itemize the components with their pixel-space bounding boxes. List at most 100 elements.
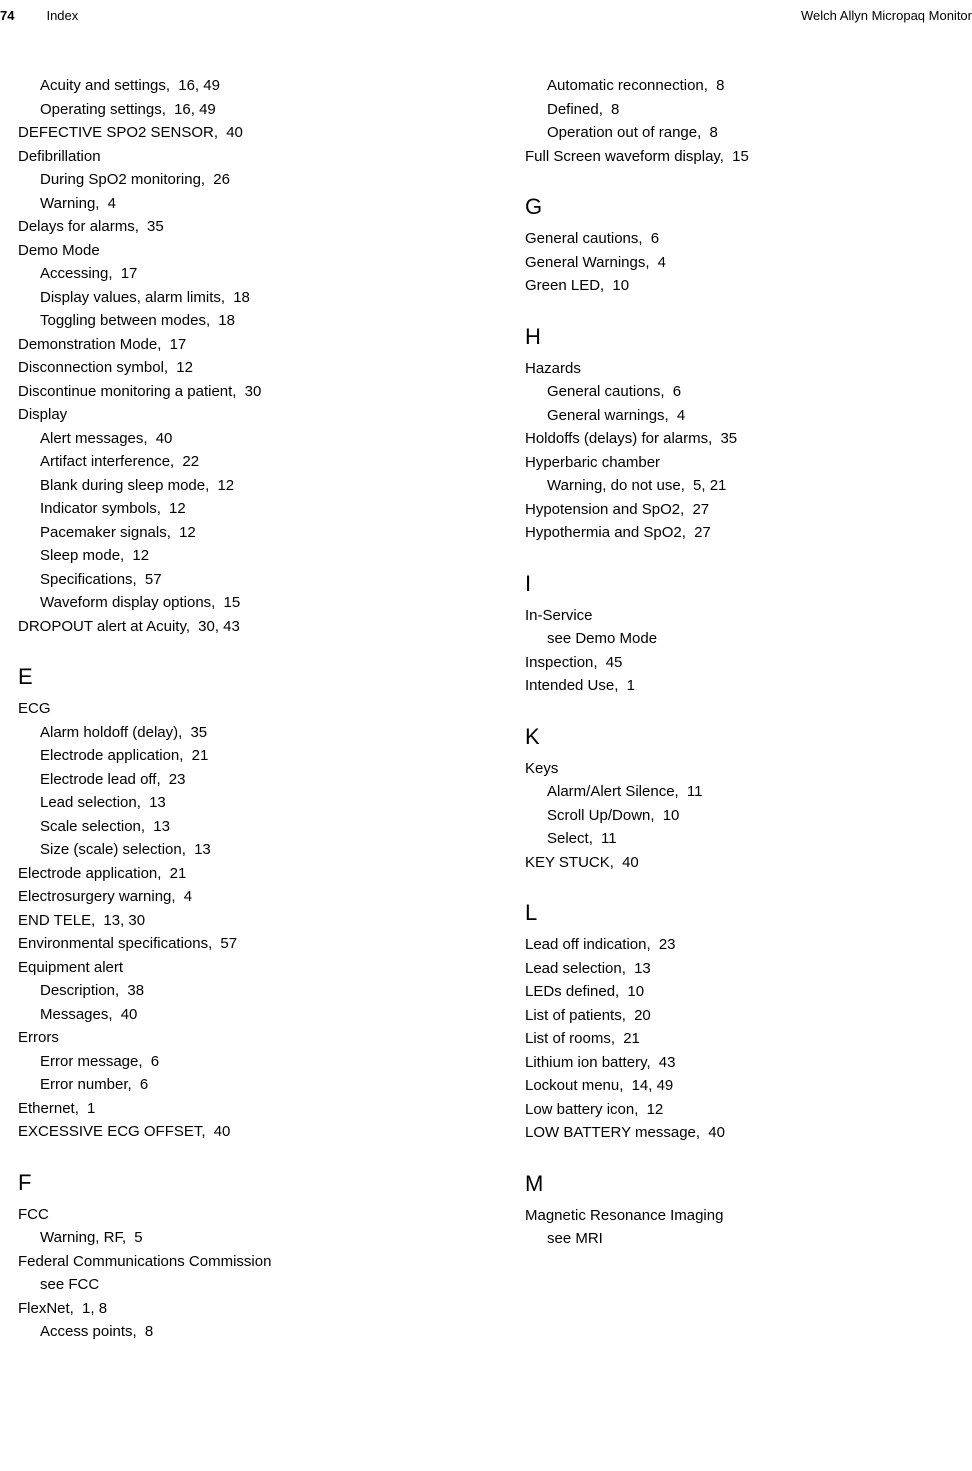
index-entry: General warnings, 4 <box>525 405 972 428</box>
entry-text: Demo Mode <box>18 242 100 259</box>
page-reference: 21 <box>165 865 186 882</box>
page-reference: 5 <box>130 1229 143 1246</box>
page-reference: 23 <box>655 936 676 953</box>
index-entry: Federal Communications Commission <box>18 1251 465 1274</box>
entry-text: Keys <box>525 760 558 777</box>
page-reference: 40 <box>117 1006 138 1023</box>
index-entry: Error number, 6 <box>18 1074 465 1097</box>
entry-text: Scroll Up/Down, <box>547 807 655 824</box>
page-reference: 17 <box>117 265 138 282</box>
index-entry: KEY STUCK, 40 <box>525 852 972 875</box>
index-entry: Messages, 40 <box>18 1004 465 1027</box>
index-entry: Errors <box>18 1027 465 1050</box>
page-reference: 30, 43 <box>194 618 240 635</box>
entry-text: END TELE, <box>18 912 95 929</box>
entry-text: Green LED, <box>525 277 604 294</box>
entry-text: Defined, <box>547 101 603 118</box>
index-entry: DEFECTIVE SPO2 SENSOR, 40 <box>18 122 465 145</box>
page-reference: 8 <box>141 1323 154 1340</box>
section-heading: K <box>525 724 972 750</box>
index-entry: General Warnings, 4 <box>525 252 972 275</box>
index-entry: Size (scale) selection, 13 <box>18 839 465 862</box>
entry-text: Hazards <box>525 360 581 377</box>
entry-text: Inspection, <box>525 654 598 671</box>
entry-text: EXCESSIVE ECG OFFSET, <box>18 1123 206 1140</box>
entry-text: Messages, <box>40 1006 113 1023</box>
index-entry: Environmental specifications, 57 <box>18 933 465 956</box>
page-reference: 15 <box>219 594 240 611</box>
page-reference: 27 <box>690 524 711 541</box>
section-heading: H <box>525 324 972 350</box>
page-reference: 1 <box>83 1100 96 1117</box>
entry-text: DROPOUT alert at Acuity, <box>18 618 190 635</box>
page-reference: 27 <box>688 501 709 518</box>
page-reference: 6 <box>647 230 660 247</box>
index-entry: Error message, 6 <box>18 1051 465 1074</box>
entry-text: Accessing, <box>40 265 113 282</box>
entry-text: Acuity and settings, <box>40 77 170 94</box>
page-reference: 1 <box>622 677 635 694</box>
index-entry: DROPOUT alert at Acuity, 30, 43 <box>18 616 465 639</box>
index-entry: EXCESSIVE ECG OFFSET, 40 <box>18 1121 465 1144</box>
entry-text: Warning, <box>40 195 99 212</box>
page-reference: 6 <box>136 1076 149 1093</box>
entry-text: FCC <box>18 1206 49 1223</box>
page-reference: 10 <box>659 807 680 824</box>
entry-text: Waveform display options, <box>40 594 215 611</box>
page-reference: 12 <box>165 500 186 517</box>
index-entry: Sleep mode, 12 <box>18 545 465 568</box>
index-entry: Electrode application, 21 <box>18 745 465 768</box>
page-header: 74 Index Welch Allyn Micropaq Monitor <box>0 0 972 31</box>
entry-text: Ethernet, <box>18 1100 79 1117</box>
page-reference: 11 <box>683 783 703 800</box>
index-entry: LOW BATTERY message, 40 <box>525 1122 972 1145</box>
index-entry: Hazards <box>525 358 972 381</box>
page-reference: 14, 49 <box>627 1077 673 1094</box>
left-column: Acuity and settings, 16, 49Operating set… <box>18 75 495 1345</box>
index-entry: Holdoffs (delays) for alarms, 35 <box>525 428 972 451</box>
entry-text: DEFECTIVE SPO2 SENSOR, <box>18 124 218 141</box>
index-entry: Operation out of range, 8 <box>525 122 972 145</box>
page-reference: 10 <box>608 277 629 294</box>
section-heading: F <box>18 1170 465 1196</box>
index-entry: Alert messages, 40 <box>18 428 465 451</box>
index-entry: Green LED, 10 <box>525 275 972 298</box>
entry-text: Lead selection, <box>525 960 626 977</box>
page-reference: 12 <box>172 359 193 376</box>
page-reference: 13 <box>190 841 211 858</box>
page-reference: 35 <box>186 724 207 741</box>
index-entry: Automatic reconnection, 8 <box>525 75 972 98</box>
entry-text: Display values, alarm limits, <box>40 289 225 306</box>
entry-text: Select, <box>547 830 593 847</box>
page-reference: 38 <box>123 982 144 999</box>
entry-text: see FCC <box>40 1276 99 1293</box>
index-entry: Description, 38 <box>18 980 465 1003</box>
section-heading: L <box>525 900 972 926</box>
page-reference: 35 <box>716 430 737 447</box>
entry-text: Alarm holdoff (delay), <box>40 724 182 741</box>
page-reference: 8 <box>705 124 718 141</box>
index-entry: Scroll Up/Down, 10 <box>525 805 972 828</box>
index-entry: Electrode application, 21 <box>18 863 465 886</box>
index-entry: Electrode lead off, 23 <box>18 769 465 792</box>
page-reference: 4 <box>654 254 667 271</box>
page-reference: 17 <box>165 336 186 353</box>
page-reference: 40 <box>704 1124 725 1141</box>
entry-text: Electrode application, <box>18 865 161 882</box>
index-entry: FCC <box>18 1204 465 1227</box>
entry-text: Description, <box>40 982 119 999</box>
index-entry: Specifications, 57 <box>18 569 465 592</box>
index-entry: ECG <box>18 698 465 721</box>
index-entry: Lead selection, 13 <box>18 792 465 815</box>
page-reference: 57 <box>216 935 237 952</box>
section-heading: G <box>525 194 972 220</box>
entry-text: General cautions, <box>525 230 643 247</box>
index-entry: see Demo Mode <box>525 628 972 651</box>
entry-text: During SpO2 monitoring, <box>40 171 205 188</box>
index-entry: see FCC <box>18 1274 465 1297</box>
index-entry: Indicator symbols, 12 <box>18 498 465 521</box>
entry-text: Warning, do not use, <box>547 477 685 494</box>
page-reference: 40 <box>618 854 639 871</box>
index-entry: List of rooms, 21 <box>525 1028 972 1051</box>
entry-text: Lead selection, <box>40 794 141 811</box>
